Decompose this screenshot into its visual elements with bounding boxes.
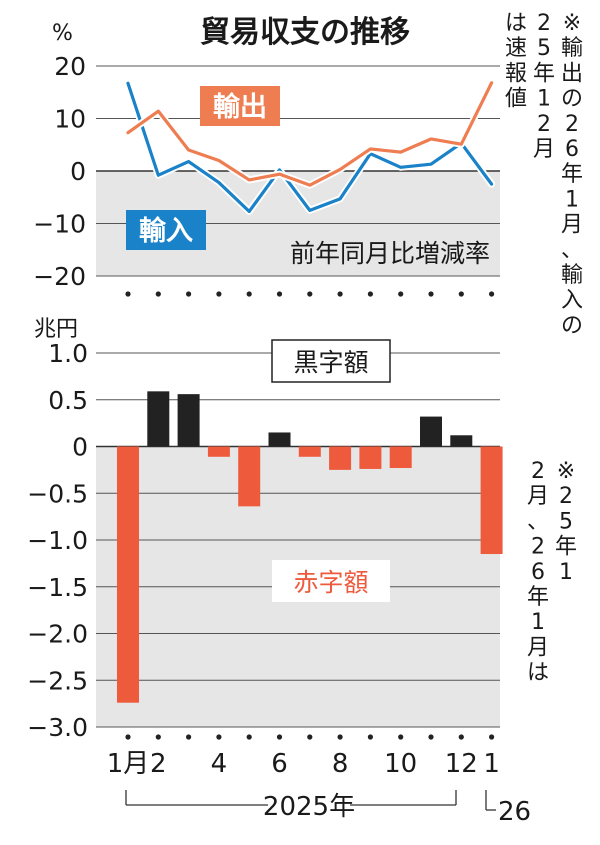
bottom-x-dot (307, 734, 313, 740)
x-tick-label: 8 (332, 749, 349, 779)
bottom-y-tick-label: −2.0 (27, 620, 88, 649)
deficit-bar (359, 446, 382, 469)
top-y-tick-label: 0 (70, 157, 86, 186)
top-y-tick-label: −10 (33, 210, 86, 239)
bottom-y-tick-label: −3.0 (27, 713, 88, 742)
surplus-bar (420, 416, 442, 447)
bottom-x-dot (216, 734, 222, 740)
deficit-bar (207, 446, 230, 457)
bottom-y-tick-label: −1.0 (27, 526, 88, 555)
top-x-dot (367, 291, 373, 297)
deficit-bar (329, 446, 352, 470)
export-series-tag: 輸出 (213, 91, 267, 123)
x-tick-label: 1月 (107, 749, 150, 779)
x-tick-label: 4 (211, 749, 228, 779)
bottom-y-tick-label: 0.5 (48, 386, 88, 415)
top-x-dot (337, 291, 343, 297)
year-bracket-2026: 26 (485, 790, 531, 827)
surplus-label-box: 黒字額 (271, 339, 391, 383)
deficit-bar (480, 446, 503, 555)
top-x-dot (186, 291, 192, 297)
series-line-halo (124, 79, 496, 189)
import-series-tag: 輸入 (139, 215, 193, 247)
note-right-bottom: ※ 2 5 年 12 月、 2 6 年 1 月は (527, 459, 577, 686)
bottom-x-dot (155, 734, 161, 740)
bottom-x-dot (337, 734, 343, 740)
top-x-dot (307, 291, 313, 297)
top-x-dot (398, 291, 404, 297)
bottom-x-dot (489, 734, 495, 740)
bottom-x-dot (186, 734, 192, 740)
top-x-dot (216, 291, 222, 297)
note-right-top: ※輸出の 2 6 年 1 月、輸入の2 5 年 1 2 月は速報値 (505, 11, 583, 338)
bottom-y-tick-label: −0.5 (27, 479, 88, 508)
note-preliminary-top: ※輸出の 2 6 年 1 月、輸入の2 5 年 1 2 月は速報値 (505, 11, 583, 338)
year-2026-label: 26 (498, 797, 531, 827)
top-x-dot (125, 291, 131, 297)
chart-title: 貿易収支の推移 (200, 15, 410, 50)
export-series-tag-box (200, 86, 280, 126)
x-tick-label: 6 (271, 749, 288, 779)
x-tick-label: 12 (445, 749, 478, 779)
bottom-x-dot (367, 734, 373, 740)
top-x-dot (246, 291, 252, 297)
deficit-bar (238, 446, 261, 507)
year-bracket-2025: 2025年 (125, 790, 457, 822)
import-series-tag-box (126, 210, 206, 250)
x-tick-label: 2 (150, 749, 167, 779)
top-unit-label: % (52, 21, 73, 46)
bottom-x-dot (276, 734, 283, 740)
top-y-tick-label: −20 (33, 262, 86, 291)
x-axis-labels: 1月 2 4 6 8 10 12 1 (107, 749, 500, 779)
surplus-label: 黒字額 (293, 348, 368, 377)
x-tick-label: 1 (483, 749, 500, 779)
year-2025-label: 2025年 (263, 792, 355, 822)
bottom-unit-label: 兆円 (34, 317, 78, 342)
top-x-dot (428, 291, 434, 297)
bottom-y-tick-label: 0 (72, 433, 88, 462)
surplus-bar (147, 391, 170, 447)
deficit-label: 赤字額 (293, 568, 368, 597)
bottom-y-tick-label: 1.0 (48, 339, 88, 368)
note-preliminary-bottom: ※ 2 5 年 12 月、 2 6 年 1 月は (527, 459, 577, 686)
top-x-dot (489, 291, 495, 297)
bottom-x-dot (398, 734, 404, 740)
bottom-x-dot (125, 734, 131, 740)
bottom-y-tick-label: −2.5 (27, 666, 88, 695)
deficit-bar (117, 446, 139, 703)
top-x-dot (276, 291, 283, 297)
bottom-y-tick-label: −1.5 (27, 573, 88, 602)
surplus-bar (177, 394, 200, 447)
trade-balance-bar-chart: 兆円 1.0 0.5 0 −0.5 −1.0 −1.5 −2.0 −2.5 −3.0 黒字額 赤… (27, 317, 503, 742)
top-y-tick-label: 10 (54, 105, 86, 134)
bottom-x-dot (458, 734, 464, 740)
top-x-dot (458, 291, 464, 297)
bottom-x-dot (428, 734, 434, 740)
bottom-x-dot (246, 734, 252, 740)
export-line (126, 81, 494, 187)
deficit-bar (389, 446, 412, 469)
top-y-tick-label: 20 (54, 52, 86, 81)
growth-rate-annotation: 前年同月比増減率 (290, 239, 490, 268)
deficit-label-box: 赤字額 (272, 560, 390, 602)
x-tick-label: 10 (384, 749, 417, 779)
surplus-bar (450, 435, 473, 447)
deficit-bar (298, 446, 321, 457)
surplus-bar (268, 432, 291, 447)
top-x-dot (155, 291, 161, 297)
